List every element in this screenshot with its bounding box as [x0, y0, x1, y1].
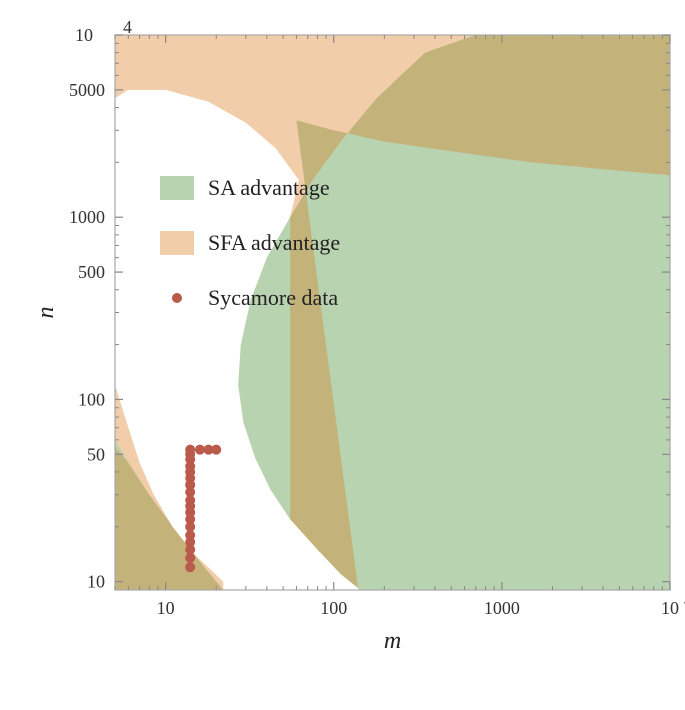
svg-text:500: 500 [78, 262, 105, 282]
svg-text:10: 10 [75, 25, 93, 45]
svg-text:SFA advantage: SFA advantage [208, 230, 340, 255]
phase-diagram-chart: SA advantage SFA advantage Sycamore data 10… [20, 20, 685, 685]
svg-text:5000: 5000 [69, 80, 105, 100]
svg-text:1000: 1000 [484, 598, 520, 618]
svg-text:1000: 1000 [69, 207, 105, 227]
svg-text:Sycamore data: Sycamore data [208, 285, 338, 310]
svg-text:m: m [384, 628, 401, 654]
svg-text:10: 10 [661, 598, 679, 618]
chart-container: SA advantage SFA advantage Sycamore data 10… [20, 20, 665, 690]
svg-text:100: 100 [78, 389, 105, 409]
svg-text:50: 50 [87, 444, 105, 464]
svg-text:100: 100 [320, 598, 347, 618]
svg-text:10: 10 [87, 572, 105, 592]
svg-text:4: 4 [123, 20, 132, 37]
svg-text:SA advantage: SA advantage [208, 175, 330, 200]
svg-text:n: n [33, 307, 59, 319]
svg-text:10: 10 [157, 598, 175, 618]
